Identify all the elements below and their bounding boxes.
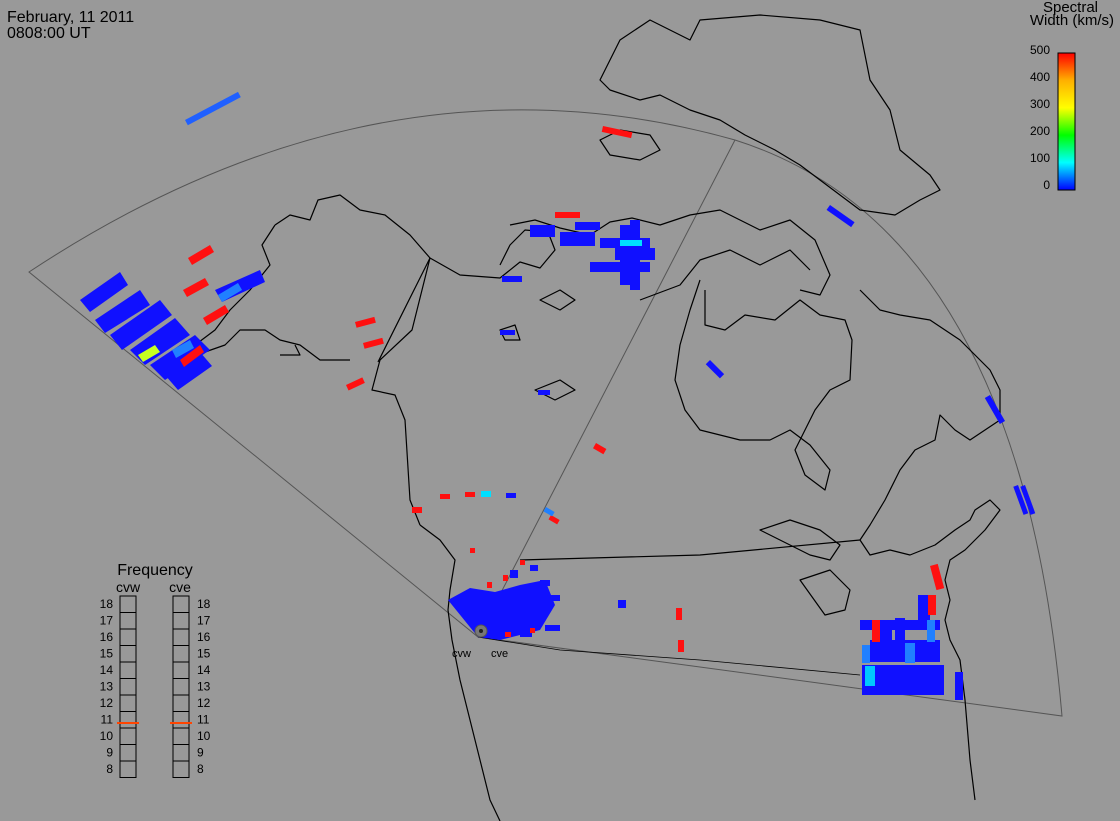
frequency-scale-label: 18 (100, 597, 114, 611)
color-bar-tick-500: 500 (1030, 43, 1050, 57)
scatter-cluster-east (860, 595, 944, 695)
radar-site-cve-marker (479, 629, 483, 633)
scatter-cell (203, 305, 229, 325)
scatter-cell (555, 212, 580, 218)
color-bar-tick-400: 400 (1030, 70, 1050, 84)
color-bar-tick-300: 300 (1030, 97, 1050, 111)
scatter-cell (188, 245, 214, 265)
color-bar-tick-100: 100 (1030, 151, 1050, 165)
frequency-scale-label: 13 (197, 680, 211, 694)
scatter-near-site (448, 565, 560, 640)
frequency-scale-label: 8 (197, 762, 204, 776)
scatter-cell (865, 666, 875, 686)
frequency-scale-label: 9 (197, 746, 204, 760)
color-bar-gradient (1057, 52, 1076, 191)
scatter-cell (218, 283, 242, 302)
scatter-cluster-arctic (500, 220, 655, 395)
frequency-scale-label: 12 (100, 696, 114, 710)
scatter-cell (138, 345, 160, 362)
scatter-near-site-red (470, 548, 535, 637)
frequency-scale-label: 16 (197, 630, 211, 644)
frequency-scale-label: 14 (100, 663, 114, 677)
frequency-scale-label: 15 (100, 647, 114, 661)
frequency-radar-label-cvw: cvw (116, 579, 141, 595)
site-label-cve: cve (491, 648, 508, 660)
frequency-scale-label: 11 (101, 713, 114, 727)
scatter-scattered-red (346, 316, 945, 652)
frequency-ladder-cvw (119, 595, 137, 778)
color-bar: 500 400 300 200 100 0 (1030, 43, 1076, 192)
scatter-cell (927, 620, 935, 642)
coastlines (194, 14, 1001, 821)
frequency-scale-label: 12 (197, 696, 211, 710)
scatter-cell (928, 595, 936, 615)
color-bar-title-line2: Width (km/s) (1029, 12, 1114, 29)
scatter-cell (172, 340, 194, 358)
scatter-cell (183, 278, 209, 297)
color-bar-tick-200: 200 (1030, 124, 1050, 138)
frequency-scale-label: 13 (100, 680, 114, 694)
frequency-scale-label: 17 (197, 614, 211, 628)
frequency-panel: Frequency cvw cve 1817161514131211109818… (100, 562, 211, 778)
scatter-cells (0, 0, 1036, 700)
color-bar-title-line1: Spectral (1042, 0, 1098, 16)
scatter-east-coast (618, 205, 1036, 700)
frequency-scale-label: 16 (100, 630, 114, 644)
frequency-scale-label: 14 (197, 663, 211, 677)
frequency-scale-label: 8 (106, 762, 113, 776)
scatter-cell (180, 345, 204, 367)
scatter-cell (543, 507, 555, 517)
frequency-scale-label: 10 (197, 729, 211, 743)
scatter-cluster-alaska (0, 0, 265, 600)
scatter-cell (905, 643, 915, 663)
scatter-cell (601, 125, 633, 139)
frequency-scale-label: 10 (100, 729, 114, 743)
scatter-cell (481, 491, 491, 497)
plot-time: 0808:00 UT (7, 25, 91, 42)
frequency-grids: 18 17 16 15 14 13 12 11 10 9 8 18 17 16 15 14 13 12 11 10 9 8 (100, 595, 211, 778)
frequency-scale-label: 9 (106, 746, 113, 760)
site-label-cvw: cvw (452, 648, 471, 660)
scatter-cell (872, 620, 880, 642)
frequency-scale-label: 17 (100, 614, 114, 628)
scatter-cell (620, 240, 642, 246)
scatter-cell (506, 493, 516, 498)
color-bar-tick-0: 0 (1043, 178, 1050, 192)
frequency-radar-label-cve: cve (169, 579, 191, 595)
frequency-scale-label: 18 (197, 597, 211, 611)
radar-sites: cvw cve (452, 624, 508, 660)
scatter-cell (185, 91, 241, 126)
frequency-title: Frequency (117, 562, 193, 579)
plot-date: February, 11 2011 (7, 9, 135, 26)
frequency-ladder-cve (172, 595, 190, 778)
scatter-cell (862, 645, 870, 663)
frequency-scale-label: 11 (197, 713, 210, 727)
frequency-scale-label: 15 (197, 647, 211, 661)
